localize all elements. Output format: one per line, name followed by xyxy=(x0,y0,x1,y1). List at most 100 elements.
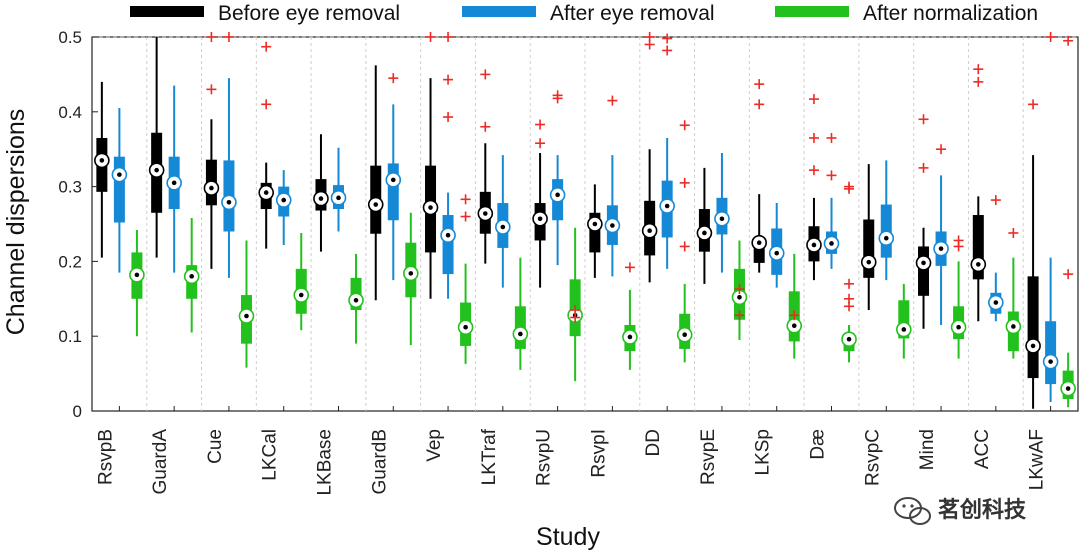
median-dot xyxy=(610,223,615,228)
outlier-marker xyxy=(261,41,272,52)
x-category-label: RsvpE xyxy=(698,429,719,485)
iqr-box xyxy=(113,156,125,223)
box-0-9 xyxy=(587,184,603,278)
outlier-marker xyxy=(918,114,929,125)
iqr-box xyxy=(972,215,984,280)
outlier-marker xyxy=(460,211,471,222)
median-dot xyxy=(154,167,159,173)
box-0-7 xyxy=(477,69,494,264)
median-dot xyxy=(483,211,488,216)
median-dot xyxy=(1011,324,1016,329)
outlier-marker xyxy=(662,45,673,56)
median-dot xyxy=(463,324,468,330)
box-1-2 xyxy=(221,32,237,278)
median-dot xyxy=(956,324,961,330)
box-1-12 xyxy=(768,203,785,288)
median-dot xyxy=(298,292,304,298)
box-1-10 xyxy=(659,33,675,269)
outlier-marker xyxy=(570,305,581,316)
outlier-marker xyxy=(754,99,765,110)
median-dot xyxy=(1030,343,1036,349)
median-dot xyxy=(866,259,872,265)
outlier-marker xyxy=(679,177,690,188)
outlier-marker xyxy=(480,121,491,132)
median-dot xyxy=(244,313,249,319)
median-dot xyxy=(209,185,214,191)
x-category-label: GuardA xyxy=(150,429,171,495)
outlier-marker xyxy=(679,120,690,131)
box-2-11 xyxy=(731,240,748,340)
outlier-marker xyxy=(1045,32,1056,42)
median-dot xyxy=(518,331,523,337)
box-2-8 xyxy=(567,227,583,382)
box-0-5 xyxy=(367,65,384,301)
iqr-box xyxy=(863,219,875,278)
box-2-15 xyxy=(950,235,967,359)
iqr-box xyxy=(918,246,930,296)
outlier-marker xyxy=(918,162,929,173)
box-0-17 xyxy=(1025,99,1041,409)
outlier-marker xyxy=(844,278,855,289)
median-dot xyxy=(993,300,999,305)
box-1-11 xyxy=(714,152,730,273)
legend-swatch xyxy=(775,6,849,17)
box-0-16 xyxy=(970,64,987,322)
outlier-marker xyxy=(789,310,800,321)
median-dot xyxy=(719,216,725,222)
box-0-4 xyxy=(313,134,329,252)
outlier-marker xyxy=(808,132,819,143)
outlier-marker xyxy=(460,194,471,205)
x-category-label: LKTraf xyxy=(479,428,500,485)
outlier-marker xyxy=(936,144,947,155)
median-dot xyxy=(408,271,414,276)
median-dot xyxy=(921,260,926,266)
x-axis-title: Study xyxy=(536,523,600,551)
y-axis-ticks: 0 0.1 0.2 0.3 0.4 0.5 xyxy=(58,28,98,421)
box-2-2 xyxy=(238,240,255,368)
box-1-3 xyxy=(275,170,292,245)
median-dot xyxy=(938,246,944,251)
box-1-1 xyxy=(166,85,182,273)
median-dot xyxy=(555,192,560,198)
box-0-13 xyxy=(806,94,822,281)
legend-label: Before eye removal xyxy=(218,2,400,25)
median-dot xyxy=(117,172,122,177)
box-0-1 xyxy=(148,37,165,258)
median-dot xyxy=(846,336,852,342)
median-dot xyxy=(737,295,742,300)
outlier-marker xyxy=(679,241,690,252)
box-layer xyxy=(94,32,1076,409)
box-1-8 xyxy=(549,90,566,266)
box-0-0 xyxy=(94,81,110,258)
outlier-marker xyxy=(844,181,855,192)
outlier-marker xyxy=(443,74,454,85)
watermark-text: 茗创科技 xyxy=(938,498,1027,523)
outlier-marker xyxy=(808,165,819,176)
box-2-17 xyxy=(1060,35,1076,408)
median-dot xyxy=(373,202,379,207)
box-1-6 xyxy=(440,32,456,299)
y-tick-label: 0.4 xyxy=(58,103,82,122)
box-0-3 xyxy=(258,41,274,249)
box-1-16 xyxy=(988,195,1004,322)
median-dot xyxy=(336,195,341,201)
outlier-marker xyxy=(1008,227,1019,238)
outlier-marker xyxy=(535,138,546,149)
iqr-box xyxy=(589,212,601,253)
x-category-label: LKSp xyxy=(753,429,774,475)
box-2-13 xyxy=(841,181,857,363)
x-category-label: RsvpC xyxy=(862,429,883,486)
x-axis-categories: RsvpB GuardA Cue LKCal LKBase GuardB Vep LKTraf… xyxy=(95,406,1052,496)
median-dot xyxy=(811,242,817,248)
outlier-marker xyxy=(754,79,765,90)
box-1-4 xyxy=(330,147,347,232)
x-category-label: DD xyxy=(643,429,664,456)
outlier-marker xyxy=(206,32,217,42)
median-dot xyxy=(428,205,433,210)
median-dot xyxy=(500,224,506,230)
x-category-label: RsvpI xyxy=(588,429,609,478)
x-category-label: LKBase xyxy=(315,429,336,496)
x-category-label: LKwAF xyxy=(1027,429,1048,490)
x-category-label: Dæ xyxy=(808,429,829,460)
